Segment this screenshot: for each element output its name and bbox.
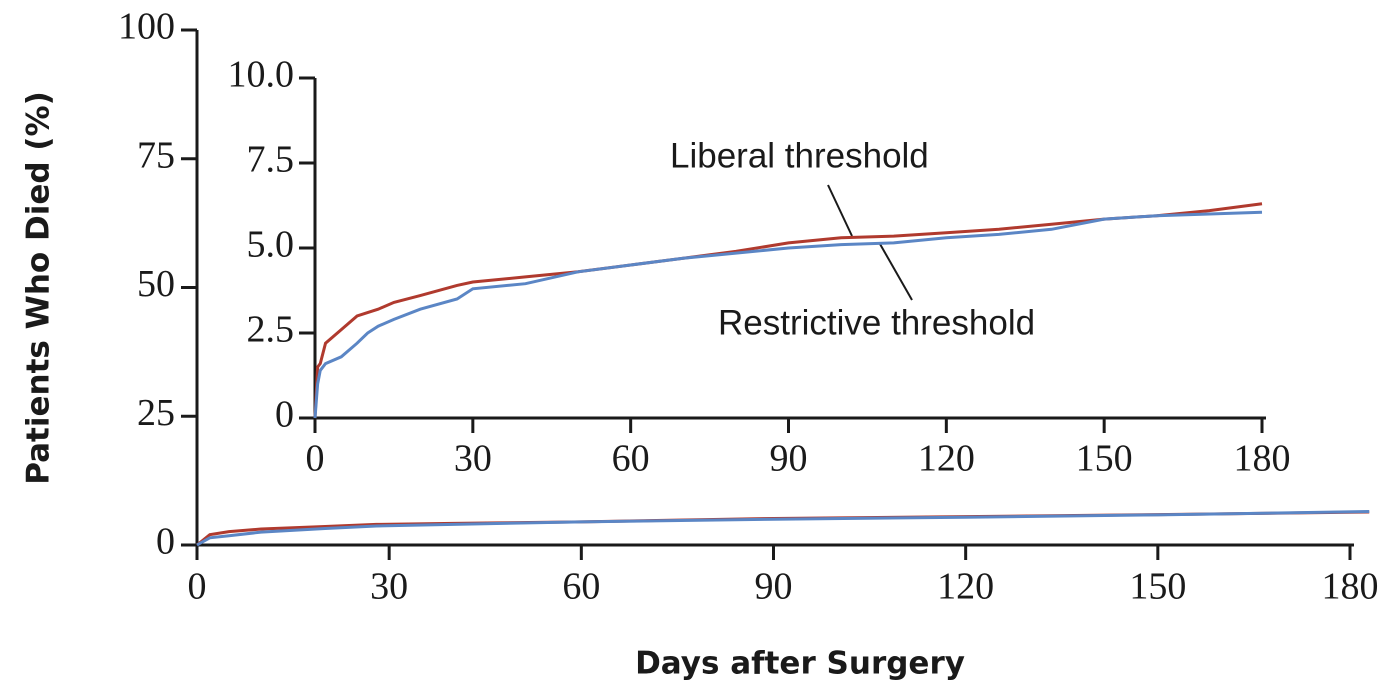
y-tick-label: 0	[275, 394, 294, 436]
series-line	[313, 210, 1263, 419]
series-line	[196, 510, 1370, 547]
y-tick-label: 5.0	[247, 224, 295, 266]
y-tick-label: 2.5	[247, 309, 295, 351]
x-tick-label: 60	[562, 566, 600, 608]
x-tick-label: 30	[454, 438, 492, 480]
y-tick-label: 7.5	[247, 139, 295, 181]
x-tick-label: 150	[1129, 566, 1186, 608]
annotation: Restrictive threshold	[718, 303, 1035, 342]
y-tick-label: 75	[137, 134, 175, 176]
x-tick-label: 180	[1234, 438, 1291, 480]
pointer	[827, 184, 853, 237]
y-tick-label: 0	[156, 521, 175, 563]
x-tick-label: 120	[918, 438, 975, 480]
x-tick-label: 0	[306, 438, 325, 480]
y-axis-label: Patients Who Died (%)	[21, 91, 57, 485]
x-tick-label: 30	[370, 566, 408, 608]
x-axis-label: Days after Surgery	[635, 646, 965, 682]
x-tick-label: 0	[188, 566, 207, 608]
y-tick-label: 25	[137, 392, 175, 434]
x-tick-label: 150	[1076, 438, 1133, 480]
annotation: Liberal threshold	[670, 136, 929, 175]
series-line	[196, 510, 1370, 547]
y-tick-label: 50	[137, 263, 175, 305]
x-tick-label: 180	[1322, 566, 1379, 608]
x-tick-label: 90	[755, 566, 793, 608]
y-tick-label: 100	[118, 6, 175, 48]
x-tick-label: 90	[770, 438, 808, 480]
x-tick-label: 120	[937, 566, 994, 608]
y-tick-label: 10.0	[228, 54, 295, 96]
x-tick-label: 60	[612, 438, 650, 480]
pointer	[879, 243, 913, 301]
